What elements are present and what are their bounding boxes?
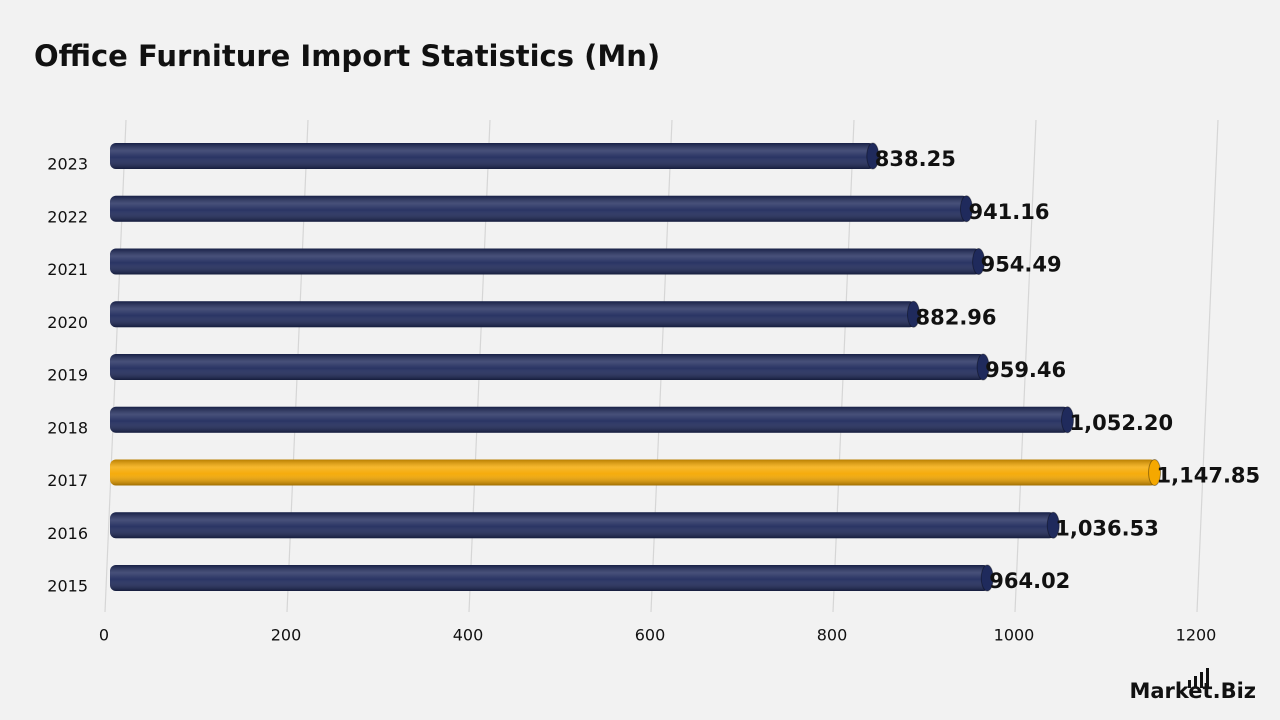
value-label: 882.96 [915, 305, 996, 329]
bar-shading [110, 459, 1157, 486]
bar-shading [110, 406, 1070, 433]
bar-shading [110, 143, 875, 169]
y-tick-label: 2016 [47, 524, 88, 543]
bar-shading [110, 195, 969, 222]
value-label: 1,052.20 [1070, 411, 1174, 435]
bar-cap [866, 142, 880, 170]
y-tick-label: 2019 [47, 366, 88, 385]
bar-cap [976, 353, 990, 381]
y-tick-label: 2015 [47, 577, 88, 596]
bar-shading [110, 354, 986, 380]
y-tick-label: 2023 [47, 155, 88, 174]
value-label: 1,036.53 [1055, 516, 1159, 540]
bar-cap [972, 248, 986, 275]
bar-cap [1046, 511, 1060, 539]
y-tick-label: 2020 [47, 313, 88, 332]
bar-cap [980, 564, 994, 592]
chart-title: Office Furniture Import Statistics (Mn) [34, 39, 660, 73]
y-tick-label: 2017 [47, 471, 88, 490]
bar-cap [1061, 406, 1075, 434]
bar-shading [110, 565, 990, 591]
value-label: 954.49 [981, 253, 1062, 277]
y-tick-label: 2021 [47, 260, 88, 279]
value-label: 838.25 [875, 147, 956, 171]
bar-shading [110, 248, 981, 275]
bar-shading [110, 301, 916, 328]
bar-shading [110, 512, 1056, 539]
logo-icon [1188, 668, 1209, 688]
x-tick-label: 800 [817, 626, 848, 645]
bar-cap [906, 300, 920, 328]
x-tick-label: 1200 [1176, 626, 1217, 645]
value-label: 941.16 [968, 200, 1049, 224]
bar-cap [1148, 459, 1162, 486]
x-tick-label: 600 [635, 626, 666, 645]
x-tick-label: 400 [453, 626, 484, 645]
value-label: 959.46 [985, 358, 1066, 382]
x-tick-label: 1000 [994, 626, 1035, 645]
value-label: 1,147.85 [1157, 464, 1261, 488]
value-label: 964.02 [989, 569, 1070, 593]
bar-cap [959, 195, 973, 223]
grid-line [1196, 119, 1219, 613]
watermark: Market.Biz [1129, 679, 1256, 703]
y-tick-label: 2018 [47, 418, 88, 437]
x-tick-label: 0 [99, 626, 109, 645]
y-tick-label: 2022 [47, 207, 88, 226]
x-tick-label: 200 [271, 626, 302, 645]
